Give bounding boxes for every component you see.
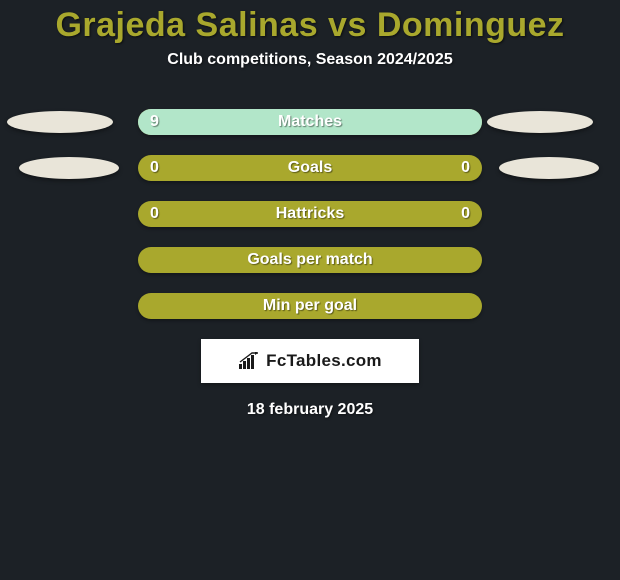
page-title: Grajeda Salinas vs Dominguez [0, 0, 620, 45]
bar-track: Min per goal [138, 293, 482, 319]
bar-value-right: 0 [461, 155, 470, 181]
stat-rows: Matches9Goals00Hattricks00Goals per matc… [0, 109, 620, 319]
bar-track: Goals0 0 [138, 155, 482, 181]
brand-text: FcTables.com [266, 351, 382, 371]
bar-label: Goals [138, 155, 482, 181]
bar-value-right: 0 [461, 201, 470, 227]
date-text: 18 february 2025 [0, 401, 620, 419]
bar-label: Matches [138, 109, 482, 135]
stat-row: Matches9 [0, 109, 620, 135]
bar-label: Hattricks [138, 201, 482, 227]
ellipse-left [7, 111, 113, 133]
bar-track: Matches9 [138, 109, 482, 135]
stat-row: Goals per match [0, 247, 620, 273]
ellipse-left [19, 157, 119, 179]
bar-label: Min per goal [138, 293, 482, 319]
ellipse-right [499, 157, 599, 179]
bar-value-left: 0 [150, 155, 159, 181]
ellipse-right [487, 111, 593, 133]
brand-badge: FcTables.com [201, 339, 419, 383]
brand-chart-icon [238, 352, 260, 370]
comparison-card: Grajeda Salinas vs Dominguez Club compet… [0, 0, 620, 580]
bar-label: Goals per match [138, 247, 482, 273]
bar-value-left: 0 [150, 201, 159, 227]
stat-row: Goals0 0 [0, 155, 620, 181]
stat-row: Hattricks0 0 [0, 201, 620, 227]
bar-track: Goals per match [138, 247, 482, 273]
bar-value-left: 9 [150, 109, 159, 135]
subtitle: Club competitions, Season 2024/2025 [0, 51, 620, 69]
bar-track: Hattricks0 0 [138, 201, 482, 227]
stat-row: Min per goal [0, 293, 620, 319]
